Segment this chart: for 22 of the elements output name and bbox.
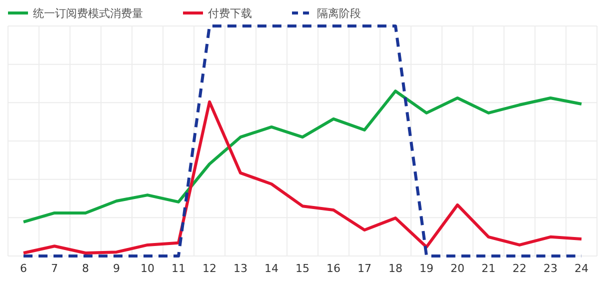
legend-label: 付费下载 xyxy=(208,7,252,20)
legend-label: 统一订阅费模式消费量 xyxy=(33,7,143,20)
x-tick-label: 15 xyxy=(296,262,310,275)
x-tick-label: 24 xyxy=(574,262,588,275)
x-tick-label: 6 xyxy=(20,262,27,275)
x-tick-label: 11 xyxy=(172,262,186,275)
x-tick-label: 17 xyxy=(358,262,372,275)
x-tick-label: 21 xyxy=(482,262,496,275)
x-tick-label: 16 xyxy=(326,262,340,275)
x-tick-label: 10 xyxy=(140,262,154,275)
x-tick-label: 22 xyxy=(512,262,526,275)
x-tick-label: 9 xyxy=(113,262,120,275)
x-tick-label: 19 xyxy=(420,262,434,275)
x-tick-label: 20 xyxy=(450,262,464,275)
x-tick-label: 12 xyxy=(202,262,216,275)
x-tick-label: 8 xyxy=(82,262,89,275)
x-tick-label: 18 xyxy=(388,262,402,275)
x-tick-label: 7 xyxy=(51,262,58,275)
legend-label: 隔离阶段 xyxy=(317,7,361,20)
x-tick-label: 23 xyxy=(544,262,558,275)
x-tick-label: 13 xyxy=(234,262,248,275)
x-tick-label: 14 xyxy=(264,262,278,275)
